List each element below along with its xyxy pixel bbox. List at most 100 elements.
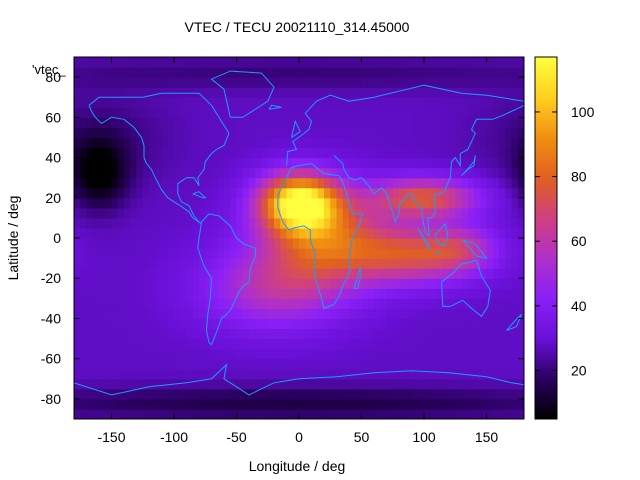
heatmap-cell bbox=[186, 318, 194, 330]
heatmap-cell bbox=[349, 107, 356, 118]
heatmap-cell bbox=[392, 398, 400, 410]
heatmap-cell bbox=[105, 137, 113, 149]
heatmap-cell bbox=[186, 147, 194, 159]
heatmap-cell bbox=[142, 238, 150, 249]
heatmap-cell bbox=[480, 278, 488, 289]
heatmap-cell bbox=[180, 408, 188, 419]
heatmap-cell bbox=[311, 57, 319, 68]
heatmap-cell bbox=[342, 217, 350, 229]
heatmap-cell bbox=[86, 177, 94, 189]
heatmap-cell bbox=[455, 217, 463, 229]
heatmap-cell bbox=[361, 217, 369, 229]
heatmap-cell bbox=[486, 87, 494, 98]
heatmap-cell bbox=[392, 67, 400, 78]
heatmap-cell bbox=[430, 408, 438, 419]
heatmap-cell bbox=[199, 378, 206, 390]
heatmap-cell bbox=[355, 187, 363, 199]
heatmap-cell bbox=[361, 348, 369, 360]
heatmap-cell bbox=[236, 328, 244, 340]
heatmap-cell bbox=[174, 227, 181, 239]
heatmap-cell bbox=[499, 258, 506, 269]
heatmap-cell bbox=[486, 248, 494, 259]
heatmap-cell bbox=[155, 278, 163, 289]
heatmap-cell bbox=[161, 398, 169, 410]
heatmap-cell bbox=[461, 338, 469, 350]
heatmap-cell bbox=[99, 288, 106, 299]
heatmap-cell bbox=[449, 217, 456, 229]
heatmap-cell bbox=[249, 207, 256, 219]
heatmap-cell bbox=[399, 248, 406, 259]
heatmap-cell bbox=[105, 217, 113, 229]
heatmap-cell bbox=[342, 177, 350, 189]
heatmap-cell bbox=[330, 258, 338, 269]
heatmap-cell bbox=[86, 207, 94, 219]
heatmap-cell bbox=[480, 147, 488, 159]
heatmap-cell bbox=[255, 288, 263, 299]
heatmap-cell bbox=[224, 288, 231, 299]
heatmap-cell bbox=[161, 318, 169, 330]
heatmap-cell bbox=[224, 348, 231, 360]
colorbar-tick-label: 80 bbox=[571, 169, 587, 185]
heatmap-cell bbox=[161, 328, 169, 340]
heatmap-cell bbox=[492, 197, 500, 209]
heatmap-cell bbox=[417, 97, 425, 108]
heatmap-cell bbox=[149, 177, 156, 189]
heatmap-cell bbox=[92, 248, 100, 259]
heatmap-cell bbox=[274, 408, 281, 419]
heatmap-cell bbox=[511, 127, 519, 139]
heatmap-cell bbox=[249, 117, 256, 128]
heatmap-cell bbox=[486, 408, 494, 419]
heatmap-cell bbox=[417, 187, 425, 199]
heatmap-cell bbox=[517, 338, 524, 350]
heatmap-cell bbox=[280, 348, 288, 360]
heatmap-cell bbox=[211, 298, 219, 309]
heatmap-cell bbox=[417, 298, 425, 309]
heatmap-cell bbox=[80, 348, 88, 360]
heatmap-cell bbox=[267, 238, 275, 249]
heatmap-cell bbox=[324, 137, 331, 149]
heatmap-cell bbox=[174, 117, 181, 128]
heatmap-cell bbox=[74, 298, 81, 309]
heatmap-cell bbox=[161, 348, 169, 360]
heatmap-cell bbox=[292, 248, 300, 259]
heatmap-cell bbox=[174, 57, 181, 68]
heatmap-cell bbox=[192, 358, 200, 370]
heatmap-cell bbox=[367, 238, 375, 249]
heatmap-cell bbox=[274, 378, 281, 390]
heatmap-cell bbox=[436, 177, 444, 189]
heatmap-cell bbox=[80, 258, 88, 269]
heatmap-cell bbox=[199, 328, 206, 340]
heatmap-cell bbox=[436, 157, 444, 169]
heatmap-cell bbox=[236, 238, 244, 249]
heatmap-cell bbox=[155, 157, 163, 169]
heatmap-cell bbox=[74, 177, 81, 189]
heatmap-cell bbox=[355, 167, 363, 179]
heatmap-cell bbox=[255, 258, 263, 269]
heatmap-cell bbox=[330, 137, 338, 149]
heatmap-cell bbox=[167, 318, 175, 330]
heatmap-cell bbox=[411, 238, 419, 249]
heatmap-cell bbox=[161, 227, 169, 239]
heatmap-cell bbox=[92, 217, 100, 229]
heatmap-cell bbox=[436, 137, 444, 149]
x-tick-label: 50 bbox=[354, 429, 370, 445]
heatmap-cell bbox=[424, 117, 431, 128]
heatmap-cell bbox=[317, 97, 325, 108]
heatmap-cell bbox=[380, 87, 388, 98]
heatmap-cell bbox=[142, 97, 150, 108]
heatmap-cell bbox=[236, 77, 244, 88]
coastline bbox=[462, 239, 488, 259]
heatmap-cell bbox=[374, 157, 381, 169]
heatmap-cell bbox=[280, 167, 288, 179]
heatmap-cell bbox=[336, 137, 344, 149]
heatmap-cell bbox=[80, 207, 88, 219]
heatmap-cell bbox=[86, 308, 94, 320]
heatmap-cell bbox=[230, 167, 238, 179]
heatmap-cell bbox=[124, 248, 131, 259]
heatmap-cell bbox=[417, 117, 425, 128]
heatmap-cell bbox=[117, 167, 125, 179]
heatmap-cell bbox=[267, 348, 275, 360]
heatmap-cell bbox=[324, 97, 331, 108]
heatmap-cell bbox=[517, 268, 524, 279]
heatmap-cell bbox=[492, 388, 500, 400]
